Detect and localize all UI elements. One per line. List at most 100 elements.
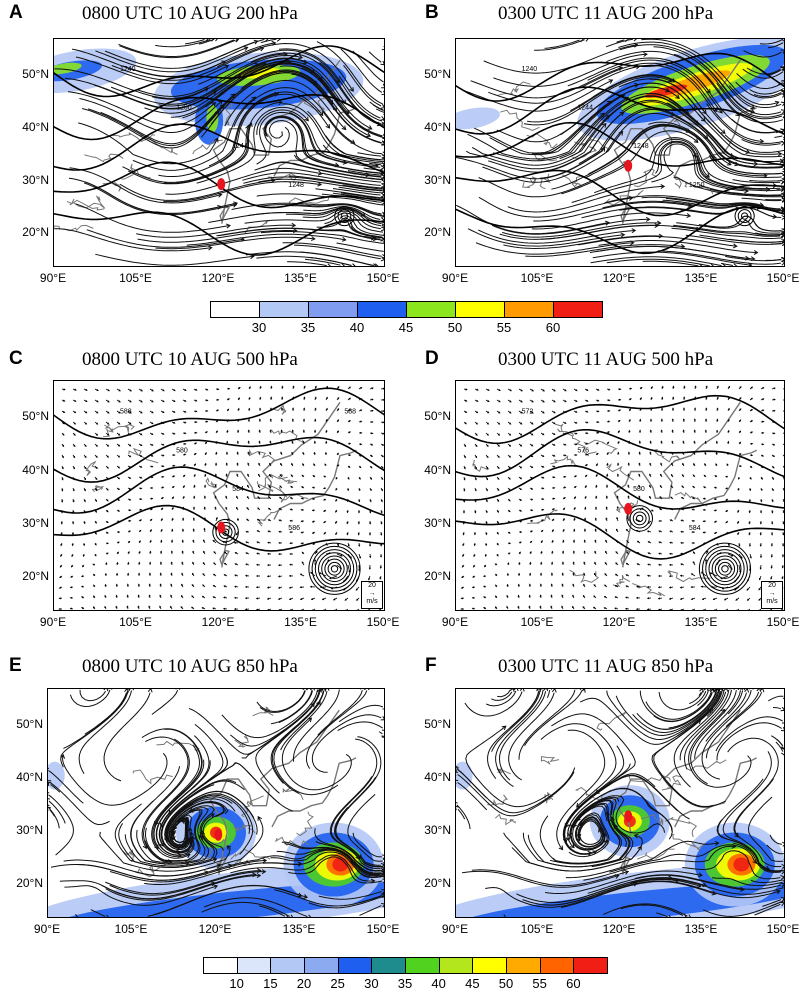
x-tick-label: 150°E (766, 922, 800, 936)
colorbar-label: 40 (431, 976, 446, 991)
typhoon-track-marker (624, 810, 633, 823)
streamlines (456, 689, 784, 917)
streamline-arrow (687, 202, 693, 208)
streamline-arrow (733, 689, 739, 690)
panel-letter: A (9, 2, 23, 23)
x-tick-label: 135°E (284, 615, 317, 629)
streamline-arrow (303, 689, 308, 691)
map-frame: 588 580 584 586 588 (53, 380, 385, 611)
streamline-arrow (775, 889, 781, 895)
contour-label: 584 (232, 486, 244, 493)
cyclone-contour (311, 545, 358, 592)
typhoon-track-marker (624, 159, 633, 172)
colorbar-swatch (210, 301, 260, 318)
streamline-arrow (382, 212, 384, 218)
streamline-arrow (745, 149, 751, 154)
cyclone-contour (321, 555, 348, 583)
streamline-arrow (645, 216, 651, 222)
streamline-arrow (357, 854, 362, 859)
streamline-arrow (456, 771, 459, 776)
streamline-arrow (780, 49, 784, 54)
streamline-arrow (380, 716, 384, 721)
streamline-arrow (48, 780, 52, 785)
x-tick-label: 120°E (201, 271, 235, 285)
x-tick-label: 105°E (520, 615, 554, 629)
y-tick-label: 50°N (424, 66, 451, 81)
x-tick-label: 90°E (441, 271, 469, 285)
streamline-arrow (207, 245, 213, 251)
y-tick-label: 20°N (22, 569, 49, 584)
contour-label: 576 (577, 447, 589, 454)
streamline-arrow (60, 753, 66, 759)
streamline-arrow (240, 237, 245, 242)
cyclone-contour (721, 565, 729, 573)
streamline-arrow (103, 689, 109, 692)
streamline-arrow (780, 192, 784, 198)
streamline-arrow (106, 914, 109, 917)
streamline-arrow (781, 260, 784, 266)
streamline-arrow (381, 888, 384, 894)
streamline-arrow (381, 732, 384, 737)
streamline-arrow (782, 841, 784, 847)
streamline-arrow (624, 870, 630, 875)
streamline-arrow (569, 843, 575, 849)
contour-line (456, 169, 784, 217)
streamline-arrow (129, 689, 135, 691)
colorbar-swatch (337, 957, 373, 974)
colorbar-swatch (553, 301, 603, 318)
streamline-arrow (671, 78, 676, 83)
colorbar-label: 35 (397, 976, 413, 991)
contour-labels: 588 580 584 586 588 (120, 408, 356, 532)
x-tick-label: 120°E (201, 615, 235, 629)
streamline-arrow (605, 220, 610, 226)
streamline-arrow (729, 153, 735, 158)
streamline-arrow (382, 871, 384, 877)
map-plot (48, 689, 384, 917)
contour-line (54, 93, 384, 141)
streamline-arrow (380, 893, 384, 899)
height-contours (54, 45, 384, 256)
streamline-arrow (380, 164, 384, 170)
colorbar-swatch (472, 957, 507, 974)
streamline-arrow (214, 137, 219, 143)
streamline-arrow (325, 123, 331, 129)
streamline-arrow (217, 192, 223, 198)
x-tick-label: 90°E (39, 615, 67, 629)
contour-line (456, 429, 784, 478)
map-plot: 588 580 584 586 588 (54, 385, 384, 610)
streamline-arrow (308, 914, 312, 917)
streamline-arrow (382, 893, 384, 899)
y-tick-label: 30°N (22, 172, 49, 187)
streamline-arrow (782, 228, 784, 234)
streamline-arrow (271, 40, 277, 46)
x-tick-label: 105°E (114, 922, 148, 936)
streamline-arrow (213, 884, 219, 890)
streamline-arrow (781, 113, 784, 119)
cyclone-contour (215, 522, 236, 543)
streamline-arrow (322, 94, 328, 99)
streamline-arrow (780, 232, 784, 238)
colorbar-label: 20 (296, 976, 312, 991)
streamline-arrow (753, 249, 759, 255)
streamline-arrow (215, 39, 218, 42)
streamline-arrow (380, 192, 384, 198)
map-frame: 1240 1244 1248 1250 (455, 38, 785, 267)
cyclone-contour (714, 558, 736, 579)
streamline-arrow (503, 914, 506, 917)
streamline-arrow (374, 163, 379, 168)
streamline-arrow (382, 134, 384, 140)
y-tick-label: 50°N (22, 66, 49, 81)
streamline-arrow (177, 817, 183, 823)
y-tick-label: 40°N (16, 770, 43, 785)
cyclone-contour (708, 552, 742, 586)
streamline-arrow (781, 80, 784, 85)
streamline-arrow (247, 122, 253, 128)
streamline-arrow (765, 186, 771, 192)
coastlines (472, 401, 758, 597)
y-tick-label: 30°N (424, 823, 451, 838)
streamline-arrow (381, 179, 384, 185)
x-tick-label: 120°E (602, 615, 636, 629)
streamline-arrow (381, 83, 384, 89)
streamline-arrow (580, 39, 584, 43)
colorbar-label: 55 (532, 976, 547, 991)
